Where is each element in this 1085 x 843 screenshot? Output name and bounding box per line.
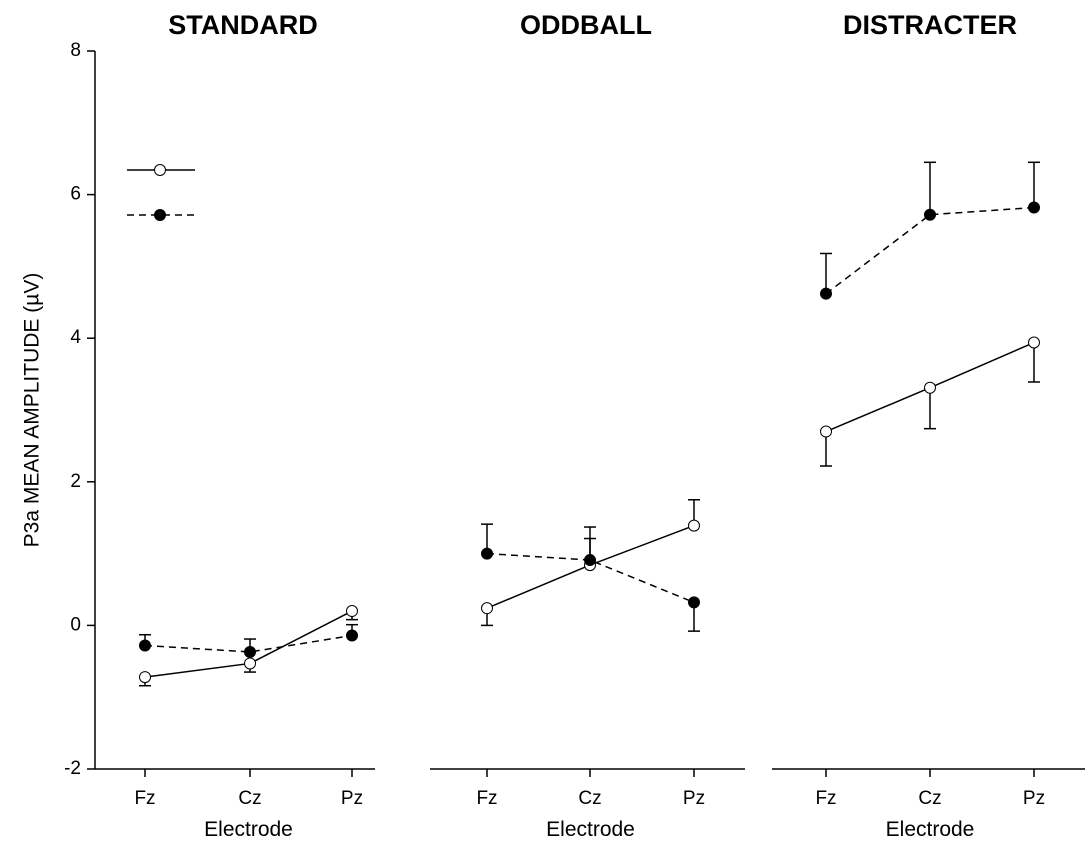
data-point-filled	[139, 639, 151, 652]
x-axis-label: Electrode	[546, 818, 635, 841]
legend	[127, 164, 195, 221]
data-point-filled	[924, 208, 936, 221]
panel-title: DISTRACTER	[843, 10, 1017, 40]
panel-title: STANDARD	[168, 10, 318, 40]
x-tick-label: Pz	[683, 788, 705, 809]
x-tick-label: Fz	[815, 788, 836, 809]
y-tick-label: 2	[70, 471, 81, 492]
panel-standard: STANDARD Fz Cz Pz Electrode	[95, 10, 375, 841]
data-point-open	[346, 605, 358, 618]
y-tick-label: -2	[64, 758, 81, 779]
data-point-filled	[584, 554, 596, 567]
x-axis-label: Electrode	[886, 818, 975, 841]
data-point-open	[688, 519, 700, 532]
x-tick-label: Fz	[134, 788, 155, 809]
data-point-filled	[688, 596, 700, 609]
y-tick-label: 0	[70, 614, 81, 635]
legend-marker-filled	[154, 209, 166, 221]
series-line-filled	[144, 634, 353, 653]
panel-oddball: ODDBALL Fz Cz Pz Electrode	[430, 10, 745, 841]
data-point-filled	[346, 629, 358, 642]
data-point-open	[139, 671, 151, 684]
legend-marker-open	[154, 164, 166, 176]
panel-distracter: DISTRACTER Fz Cz Pz Electrode	[772, 10, 1085, 841]
y-axis: -2 0 2 4 6 8	[64, 40, 96, 779]
y-tick-label: 8	[70, 40, 81, 61]
y-tick-label: 4	[70, 327, 81, 348]
data-point-open	[481, 602, 493, 615]
data-point-open	[820, 425, 832, 438]
x-tick-label: Cz	[918, 788, 941, 809]
x-tick-label: Pz	[341, 788, 363, 809]
y-axis-label: P3a MEAN AMPLITUDE (µV)	[21, 273, 44, 548]
y-tick-label: 6	[70, 184, 81, 205]
x-axis-label: Electrode	[204, 818, 293, 841]
data-point-filled	[244, 645, 256, 658]
data-point-filled	[1028, 201, 1040, 214]
data-point-filled	[481, 547, 493, 560]
data-point-open	[924, 381, 936, 394]
panel-title: ODDBALL	[520, 10, 652, 40]
data-point-open	[244, 657, 256, 670]
data-point-filled	[820, 287, 832, 300]
chart-panels: STANDARD Fz Cz Pz Electrode ODDBALL Fz Cz Pz Elec…	[95, 10, 1085, 841]
x-tick-label: Pz	[1023, 788, 1045, 809]
data-point-open	[1028, 336, 1040, 349]
x-tick-label: Cz	[238, 788, 261, 809]
x-tick-label: Fz	[476, 788, 497, 809]
x-tick-label: Cz	[578, 788, 601, 809]
